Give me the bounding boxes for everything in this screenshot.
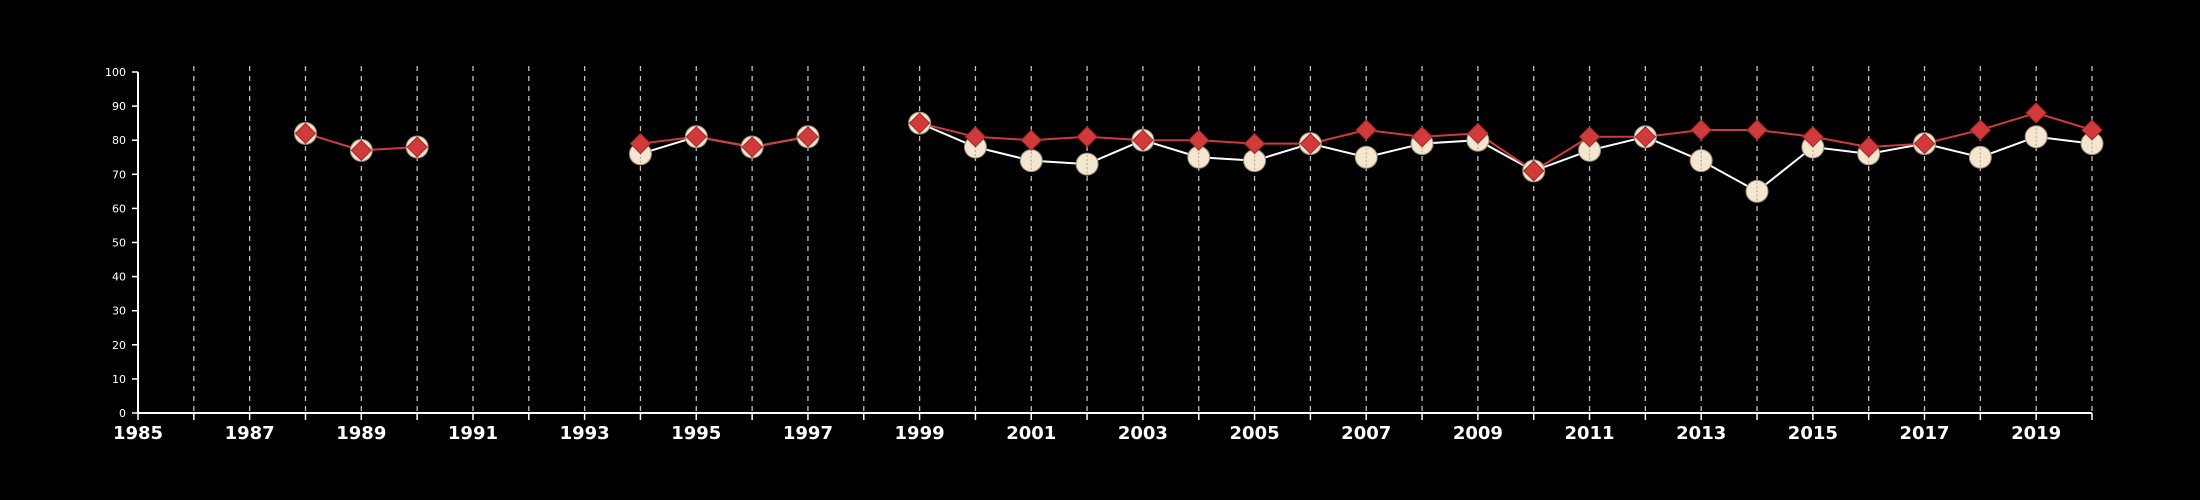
circle-marker xyxy=(1075,152,1099,176)
y-tick-label: 0 xyxy=(119,407,126,420)
diamond-marker xyxy=(1802,126,1824,148)
x-tick-label: 1995 xyxy=(671,423,721,444)
diamond-marker xyxy=(350,139,373,162)
circle-marker xyxy=(2024,125,2048,149)
y-tick-label: 20 xyxy=(112,339,126,352)
circle-marker xyxy=(1745,179,1769,203)
y-tick-label: 90 xyxy=(112,100,126,113)
x-tick-label: 1999 xyxy=(895,423,945,444)
diamond-marker xyxy=(797,126,819,148)
circle-marker xyxy=(1019,149,1043,173)
tick-labels: 0 10 20 30 40 50 60 70 80 90 100 1985 1987 1989 1991 19… xyxy=(105,66,2061,444)
diamond-marker xyxy=(1857,136,1880,158)
y-tick-label: 80 xyxy=(112,134,126,147)
x-tick-label: 1989 xyxy=(336,423,386,444)
diamond-series-line xyxy=(919,111,2093,173)
diamond-marker xyxy=(1578,126,1601,148)
x-tick-label: 2007 xyxy=(1341,423,1391,444)
circle-series-line xyxy=(919,122,2093,193)
x-tick-label: 2019 xyxy=(2011,423,2061,444)
x-tick-label: 2017 xyxy=(1899,423,1949,444)
diamond-marker xyxy=(741,136,763,158)
diamond-marker xyxy=(964,126,987,148)
x-tick-label: 2015 xyxy=(1788,423,1838,444)
y-tick-label: 60 xyxy=(112,202,126,215)
diamond-marker xyxy=(1746,119,1768,141)
diamond-marker xyxy=(1076,126,1098,148)
diamond-marker xyxy=(1634,126,1657,148)
y-tick-label: 40 xyxy=(112,271,126,284)
y-tick-label: 100 xyxy=(105,66,126,79)
diamond-marker xyxy=(1467,122,1489,145)
x-tick-label: 2009 xyxy=(1453,423,1503,444)
circle-marker xyxy=(1354,145,1378,169)
x-tick-label: 1997 xyxy=(783,423,833,444)
diamond-marker xyxy=(406,136,428,158)
x-tick-label: 2001 xyxy=(1006,423,1056,444)
y-tick-label: 70 xyxy=(112,168,126,181)
diamond-marker xyxy=(1969,119,1992,141)
y-tick-label: 10 xyxy=(112,373,126,386)
x-tick-label: 1985 xyxy=(113,423,163,444)
y-tick-label: 50 xyxy=(112,237,126,250)
diamond-marker xyxy=(908,112,931,134)
diamond-marker xyxy=(1188,129,1210,151)
x-tick-label: 1987 xyxy=(225,423,275,444)
diamond-marker xyxy=(685,126,707,148)
diamond-marker xyxy=(1355,119,1377,141)
diamond-series-line xyxy=(640,135,809,149)
diamond-marker xyxy=(1690,119,1712,141)
diamond-marker xyxy=(294,122,317,145)
diamond-marker xyxy=(1132,129,1154,151)
x-tick-label: 2003 xyxy=(1118,423,1168,444)
diamond-marker xyxy=(1523,160,1545,182)
x-tick-label: 2005 xyxy=(1230,423,1280,444)
circle-marker xyxy=(1689,149,1713,173)
diamond-marker xyxy=(1299,132,1322,155)
gridlines xyxy=(193,66,2093,413)
diamond-marker xyxy=(2025,102,2047,124)
diamond-marker xyxy=(2081,119,2103,141)
x-tick-label: 1991 xyxy=(448,423,498,444)
y-tick-label: 30 xyxy=(112,305,126,318)
x-tick-label: 2011 xyxy=(1564,423,1614,444)
diamond-marker xyxy=(629,132,652,155)
diamond-marker xyxy=(1411,126,1433,148)
circle-marker xyxy=(1968,145,1992,169)
x-tick-label: 2013 xyxy=(1676,423,1726,444)
diamond-marker xyxy=(1020,129,1042,151)
series-layer xyxy=(293,102,2104,203)
diamond-marker xyxy=(1913,132,1936,155)
diamond-marker xyxy=(1243,132,1266,155)
x-tick-label: 1993 xyxy=(560,423,610,444)
axes xyxy=(132,71,2093,420)
